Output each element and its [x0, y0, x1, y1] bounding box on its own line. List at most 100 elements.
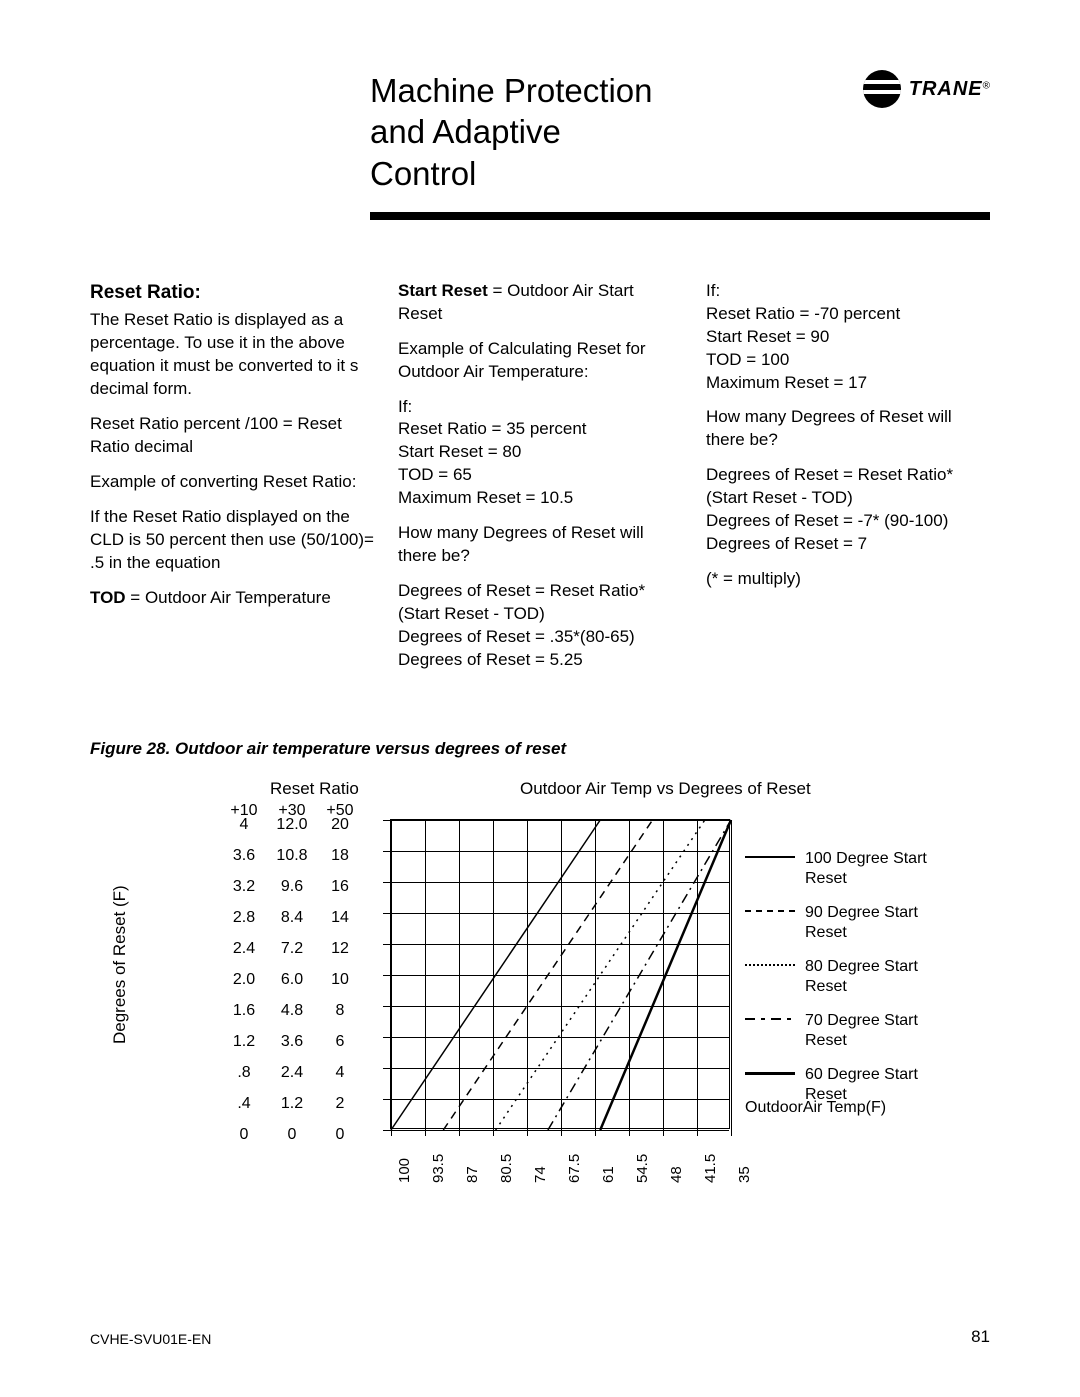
logo-ball-icon — [863, 70, 901, 108]
y-row: 1.64.88 — [220, 1001, 364, 1021]
y-cell: 6 — [316, 1033, 364, 1051]
plot-box — [390, 819, 730, 1129]
series-line — [600, 820, 731, 1130]
y-row: 2.88.414 — [220, 908, 364, 928]
y-cell: 2.4 — [268, 1064, 316, 1082]
y-cell: 10 — [316, 971, 364, 989]
y-cell: 4 — [220, 816, 268, 834]
column-2: Start Reset = Outdoor Air Start Reset Ex… — [398, 280, 682, 684]
y-cell: 4.8 — [268, 1002, 316, 1020]
y-row: 3.29.616 — [220, 877, 364, 897]
chart-title: Outdoor Air Temp vs Degrees of Reset — [520, 779, 811, 799]
reset-ratio-col-label: Reset Ratio — [270, 779, 359, 799]
legend-item-2: 80 Degree Start Reset — [745, 957, 955, 997]
series-lines — [391, 820, 729, 1128]
legend-item-1: 90 Degree Start Reset — [745, 903, 955, 943]
legend-label-2: 80 Degree Start Reset — [805, 957, 955, 997]
y-cell: 3.6 — [220, 847, 268, 865]
series-line — [496, 820, 705, 1130]
y-row: .82.44 — [220, 1063, 364, 1083]
y-cell: 0 — [268, 1126, 316, 1144]
y-cell: .8 — [220, 1064, 268, 1082]
y-cell: 6.0 — [268, 971, 316, 989]
y-row: .41.22 — [220, 1094, 364, 1114]
y-cell: .4 — [220, 1095, 268, 1113]
y-cell: 14 — [316, 909, 364, 927]
brand-logo: TRANE® — [863, 70, 990, 108]
chart-area: Reset Ratio Outdoor Air Temp vs Degrees … — [90, 779, 990, 1209]
x-tick-label: 74 — [532, 1166, 549, 1183]
col3-p1: If: Reset Ratio = -70 percent Start Rese… — [706, 280, 990, 395]
y-cell: 0 — [316, 1126, 364, 1144]
x-axis-legend-label: OutdoorAir Temp(F) — [745, 1099, 886, 1117]
y-cell: 4 — [316, 1064, 364, 1082]
brand-reg: ® — [983, 80, 990, 91]
col2-p1: Start Reset = Outdoor Air Start Reset — [398, 280, 682, 326]
y-cell: 10.8 — [268, 847, 316, 865]
y-row: 2.47.212 — [220, 939, 364, 959]
y-cell: 8.4 — [268, 909, 316, 927]
col1-p5: TOD = Outdoor Air Temperature — [90, 587, 374, 610]
y-cell: 12.0 — [268, 816, 316, 834]
col1-p4: If the Reset Ratio displayed on the CLD … — [90, 506, 374, 575]
legend-swatch-dashdot-icon — [745, 1018, 795, 1020]
col2-p3: If: Reset Ratio = 35 percent Start Reset… — [398, 396, 682, 511]
legend-swatch-solid-icon — [745, 856, 795, 872]
series-line — [391, 820, 600, 1130]
y-cell: 20 — [316, 816, 364, 834]
x-tick-label: 100 — [396, 1158, 413, 1183]
col2-p4: How many Degrees of Reset will there be? — [398, 522, 682, 568]
y-row: 1.23.66 — [220, 1032, 364, 1052]
x-tick-label: 54.5 — [634, 1154, 651, 1183]
y-cell: 9.6 — [268, 878, 316, 896]
y-row: 412.020 — [220, 815, 364, 835]
y-cell: 2.8 — [220, 909, 268, 927]
tod-def: = Outdoor Air Temperature — [126, 588, 331, 607]
legend-swatch-dot-icon — [745, 964, 795, 980]
col2-p2: Example of Calculating Reset for Outdoor… — [398, 338, 682, 384]
legend-item-0: 100 Degree Start Reset — [745, 849, 955, 889]
page-number: 81 — [971, 1327, 990, 1347]
legend-swatch-solid-thick-icon — [745, 1072, 795, 1088]
legend-label-3: 70 Degree Start Reset — [805, 1011, 955, 1051]
col2-p5: Degrees of Reset = Reset Ratio*(Start Re… — [398, 580, 682, 672]
y-axis-label: Degrees of Reset (F) — [110, 885, 130, 1044]
legend-item-3: 70 Degree Start Reset — [745, 1011, 955, 1051]
x-tick-label: 80.5 — [498, 1154, 515, 1183]
y-cell: 2.4 — [220, 940, 268, 958]
y-cell: 2.0 — [220, 971, 268, 989]
column-3: If: Reset Ratio = -70 percent Start Rese… — [706, 280, 990, 684]
y-cell: 3.2 — [220, 878, 268, 896]
reset-ratio-heading: Reset Ratio: — [90, 280, 374, 306]
tod-label: TOD — [90, 588, 126, 607]
y-row: 3.610.818 — [220, 846, 364, 866]
doc-id: CVHE-SVU01E-EN — [90, 1331, 211, 1347]
series-line — [548, 820, 731, 1130]
x-tick-label: 87 — [464, 1166, 481, 1183]
col1-p1: The Reset Ratio is displayed as a percen… — [90, 309, 374, 401]
y-cell: 3.6 — [268, 1033, 316, 1051]
y-cell: 1.6 — [220, 1002, 268, 1020]
x-tick-label: 61 — [600, 1166, 617, 1183]
y-cell: 7.2 — [268, 940, 316, 958]
legend-swatch-dash-icon — [745, 910, 795, 926]
y-cell: 16 — [316, 878, 364, 896]
x-tick-label: 67.5 — [566, 1154, 583, 1183]
y-cell: 0 — [220, 1126, 268, 1144]
legend-label-0: 100 Degree Start Reset — [805, 849, 955, 889]
col1-p3: Example of converting Reset Ratio: — [90, 471, 374, 494]
y-cell: 1.2 — [220, 1033, 268, 1051]
x-tick-label: 48 — [668, 1166, 685, 1183]
x-tick-label: 41.5 — [702, 1154, 719, 1183]
y-row: 2.06.010 — [220, 970, 364, 990]
y-cell: 8 — [316, 1002, 364, 1020]
y-cell: 1.2 — [268, 1095, 316, 1113]
legend: 100 Degree Start Reset 90 Degree Start R… — [745, 849, 955, 1119]
header-rule — [370, 212, 990, 220]
col3-p4: (* = multiply) — [706, 568, 990, 591]
col1-p2: Reset Ratio percent /100 = Reset Ratio d… — [90, 413, 374, 459]
page-title: Machine Protection and Adaptive Control — [370, 70, 652, 194]
y-row: 000 — [220, 1125, 364, 1145]
start-reset-label: Start Reset — [398, 281, 488, 300]
y-cell: 12 — [316, 940, 364, 958]
